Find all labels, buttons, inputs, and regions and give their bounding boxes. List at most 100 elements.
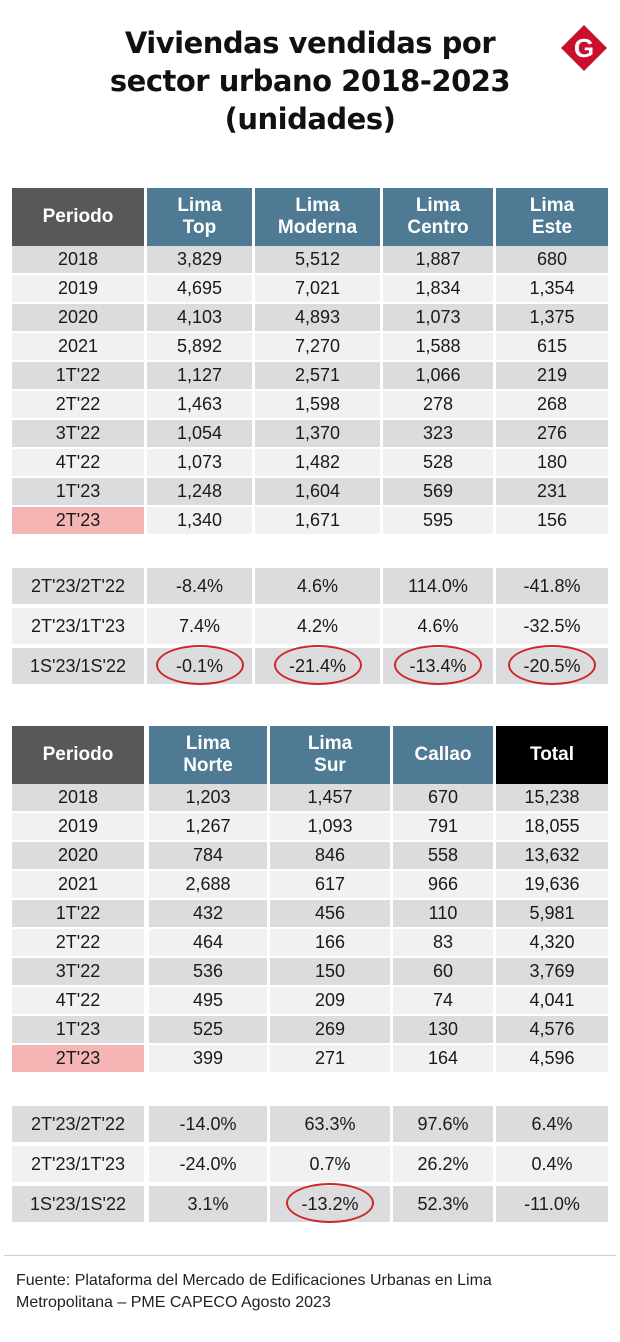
value-cell: 268 [496, 391, 608, 418]
value-cell: 1,463 [147, 391, 252, 418]
table-row: 2T'23 399 271 164 4,596 [12, 1045, 608, 1074]
value-cell: 1,127 [147, 362, 252, 389]
brand-logo-icon: G [561, 25, 607, 71]
column-header-line: Moderna [277, 217, 358, 238]
period-cell: 2T'22 [12, 391, 144, 418]
value-cell: 269 [270, 1016, 390, 1043]
column-header-line: Top [182, 217, 217, 238]
change-section: 2T'23/2T'22 -14.0% 63.3% 97.6% 6.4% 2T'23/1T'… [12, 1106, 608, 1224]
value-cell: 156 [496, 507, 608, 534]
change-text: 4.6% [296, 576, 339, 596]
period-cell: 2020 [12, 304, 144, 331]
change-value-cell: 26.2% [393, 1146, 493, 1182]
change-value-cell: -8.4% [147, 568, 252, 604]
value-cell: 595 [383, 507, 493, 534]
value-cell: 1,887 [383, 246, 493, 273]
highlight-circle [273, 645, 362, 685]
change-text: 52.3% [417, 1194, 469, 1214]
change-value-cell: 6.4% [496, 1106, 608, 1142]
value-cell: 846 [270, 842, 390, 869]
column-header: Lima Moderna [255, 188, 380, 246]
value-cell: 110 [393, 900, 493, 927]
value-cell: 276 [496, 420, 608, 447]
value-cell: 231 [496, 478, 608, 505]
value-cell: 7,270 [255, 333, 380, 360]
value-cell: 2,571 [255, 362, 380, 389]
table-row: 4T'22 1,073 1,482 528 180 [12, 449, 608, 478]
change-text: -24.0% [179, 1154, 237, 1174]
value-cell: 13,632 [496, 842, 608, 869]
change-value-cell: -32.5% [496, 608, 608, 644]
value-cell: 569 [383, 478, 493, 505]
value-cell: 74 [393, 987, 493, 1014]
table-row: 1T'23 525 269 130 4,576 [12, 1016, 608, 1045]
value-cell: 166 [270, 929, 390, 956]
change-row: 2T'23/1T'23 -24.0% 0.7% 26.2% 0.4% [12, 1146, 608, 1184]
value-cell: 4,596 [496, 1045, 608, 1072]
change-text: 3.1% [187, 1194, 229, 1214]
highlight-circle [286, 1183, 374, 1223]
change-label-cell: 1S'23/1S'22 [12, 648, 144, 684]
period-cell: 2018 [12, 246, 144, 273]
table-header: Periodo Lima Norte Lima Sur Callao Total [12, 726, 608, 784]
value-cell: 432 [149, 900, 267, 927]
value-cell: 784 [149, 842, 267, 869]
value-cell: 399 [149, 1045, 267, 1072]
column-header-line: Lima [307, 733, 353, 754]
table-row: 3T'22 1,054 1,370 323 276 [12, 420, 608, 449]
value-cell: 615 [496, 333, 608, 360]
value-cell: 1,203 [149, 784, 267, 811]
change-value-cell: 52.3% [393, 1186, 493, 1222]
highlight-circle [508, 645, 596, 685]
column-header: Lima Sur [270, 726, 390, 784]
period-cell: 4T'22 [12, 449, 144, 476]
change-text: 97.6% [417, 1114, 469, 1134]
change-value-cell: -24.0% [149, 1146, 267, 1182]
change-text: 2T'23/1T'23 [31, 1154, 125, 1174]
column-header-line: Lima [185, 733, 231, 754]
value-cell: 617 [270, 871, 390, 898]
change-value-cell: -0.1% [147, 645, 252, 685]
column-header-line: Periodo [42, 744, 114, 765]
change-label-cell: 2T'23/1T'23 [12, 608, 144, 644]
column-header-line: Lima [529, 195, 575, 216]
value-cell: 464 [149, 929, 267, 956]
change-value-cell: -11.0% [496, 1186, 608, 1222]
value-cell: 1,671 [255, 507, 380, 534]
change-label-cell: 2T'23/2T'22 [12, 568, 144, 604]
column-header-line: Centro [407, 217, 469, 238]
column-header-line: Este [531, 217, 573, 238]
value-cell: 1,340 [147, 507, 252, 534]
value-cell: 3,829 [147, 246, 252, 273]
logo-letter: G [574, 33, 594, 63]
change-text: 4.2% [296, 616, 339, 636]
table-row: 2018 3,829 5,512 1,887 680 [12, 246, 608, 275]
value-cell: 219 [496, 362, 608, 389]
value-cell: 180 [496, 449, 608, 476]
table-lima-sectors-2: Periodo Lima Norte Lima Sur Callao Total 2018 1,… [12, 726, 608, 1226]
value-cell: 271 [270, 1045, 390, 1072]
change-value-cell: -20.5% [496, 645, 608, 685]
value-cell: 1,457 [270, 784, 390, 811]
column-header-line: Lima [415, 195, 461, 216]
table-row: 2020 4,103 4,893 1,073 1,375 [12, 304, 608, 333]
change-row: 1S'23/1S'22 3.1% -13.2% 52.3% -11.0% [12, 1183, 608, 1224]
value-cell: 7,021 [255, 275, 380, 302]
table-row: 2020 784 846 558 13,632 [12, 842, 608, 871]
value-cell: 2,688 [149, 871, 267, 898]
value-cell: 18,055 [496, 813, 608, 840]
change-text: 114.0% [408, 576, 468, 596]
source-line-2: Metropolitana – PME CAPECO Agosto 2023 [16, 1294, 331, 1311]
value-cell: 4,576 [496, 1016, 608, 1043]
value-cell: 1,834 [383, 275, 493, 302]
period-cell: 2020 [12, 842, 144, 869]
value-cell: 791 [393, 813, 493, 840]
change-text: -8.4% [175, 576, 224, 596]
table-row: 2019 1,267 1,093 791 18,055 [12, 813, 608, 842]
highlight-circle [155, 645, 244, 685]
title-line-2: sector urbano 2018-2023 [109, 64, 511, 98]
table-lima-sectors-1: Periodo Lima Top Lima Moderna Lima Centro Lima E… [12, 188, 608, 688]
change-text: -11.0% [524, 1194, 580, 1214]
value-cell: 525 [149, 1016, 267, 1043]
value-cell: 1,066 [383, 362, 493, 389]
